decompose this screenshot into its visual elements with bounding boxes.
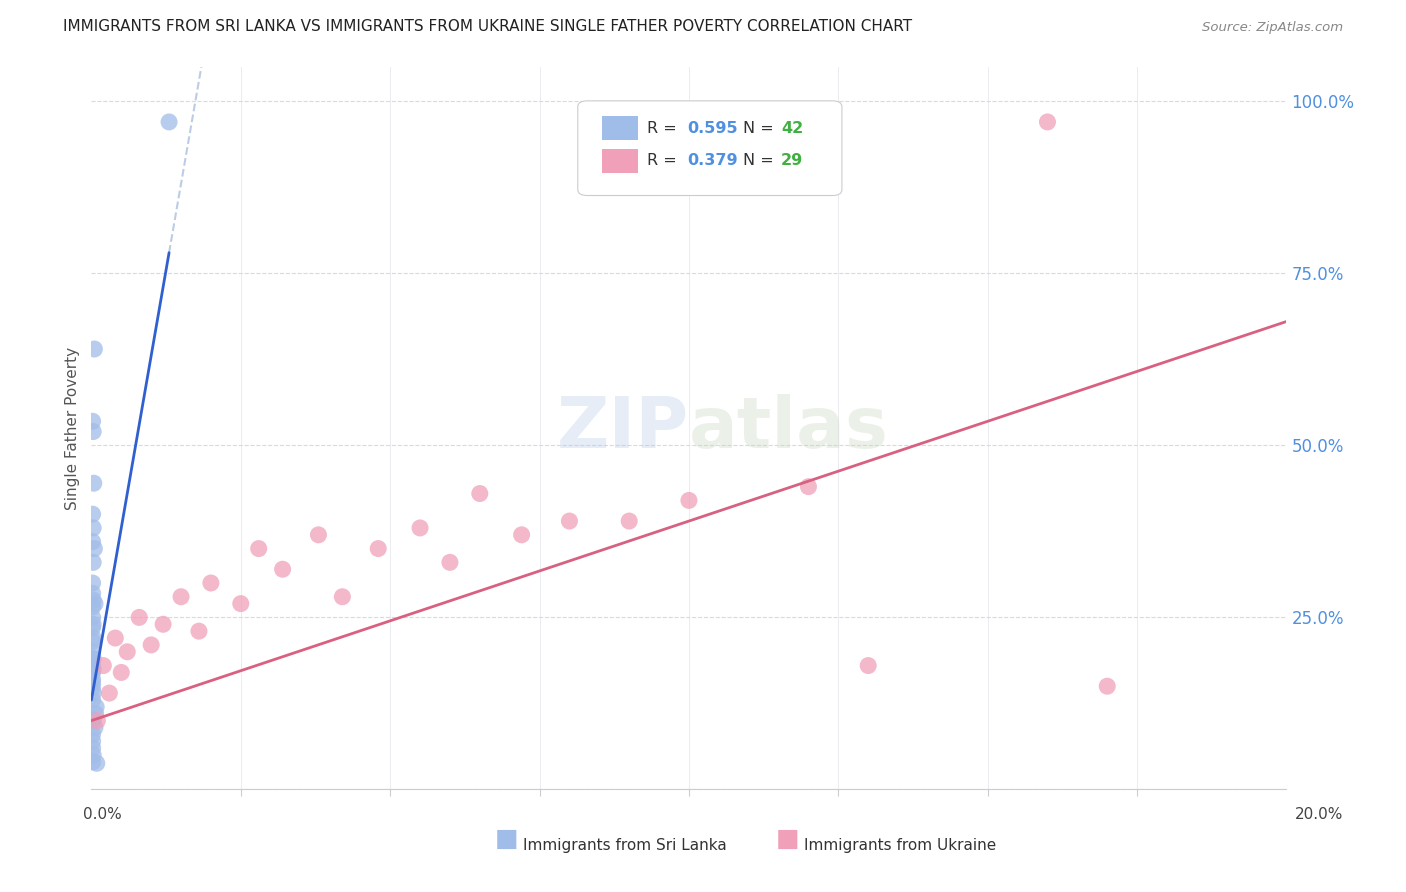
Text: 0.0%: 0.0% bbox=[83, 807, 122, 822]
Point bbox=[188, 624, 211, 639]
Point bbox=[83, 541, 105, 556]
Point bbox=[93, 658, 115, 673]
Point bbox=[200, 576, 222, 591]
Text: N =: N = bbox=[742, 153, 779, 169]
Bar bbox=[602, 149, 637, 173]
Point bbox=[82, 645, 104, 659]
Point bbox=[332, 590, 354, 604]
Point bbox=[83, 476, 105, 491]
Point bbox=[82, 673, 104, 687]
Text: 0.379: 0.379 bbox=[688, 153, 738, 169]
Point bbox=[82, 662, 104, 676]
Point bbox=[1097, 679, 1119, 693]
Point bbox=[82, 621, 104, 635]
Point bbox=[82, 741, 104, 756]
Text: Source: ZipAtlas.com: Source: ZipAtlas.com bbox=[1202, 21, 1343, 34]
Point bbox=[82, 712, 104, 726]
Point bbox=[82, 576, 104, 591]
Point bbox=[82, 686, 104, 700]
Point bbox=[858, 658, 880, 673]
Text: Immigrants from Ukraine: Immigrants from Ukraine bbox=[804, 838, 997, 853]
Point bbox=[82, 675, 104, 690]
Text: 0.595: 0.595 bbox=[688, 120, 738, 136]
Point bbox=[307, 528, 329, 542]
Point bbox=[82, 534, 104, 549]
Point bbox=[82, 681, 104, 695]
Point bbox=[82, 631, 104, 645]
Text: 20.0%: 20.0% bbox=[1295, 807, 1343, 822]
Point bbox=[157, 115, 180, 129]
Point bbox=[82, 610, 104, 624]
Text: 42: 42 bbox=[780, 120, 803, 136]
Text: IMMIGRANTS FROM SRI LANKA VS IMMIGRANTS FROM UKRAINE SINGLE FATHER POVERTY CORRE: IMMIGRANTS FROM SRI LANKA VS IMMIGRANTS … bbox=[63, 20, 912, 34]
Point bbox=[82, 727, 104, 741]
Text: atlas: atlas bbox=[689, 393, 889, 463]
Point bbox=[229, 597, 252, 611]
Point bbox=[82, 755, 104, 769]
Point bbox=[558, 514, 581, 528]
Point bbox=[1036, 115, 1059, 129]
Point bbox=[797, 480, 820, 494]
Point bbox=[86, 756, 108, 771]
Text: Immigrants from Sri Lanka: Immigrants from Sri Lanka bbox=[523, 838, 727, 853]
Point bbox=[82, 617, 104, 632]
Point bbox=[439, 555, 461, 569]
Text: ■: ■ bbox=[776, 827, 799, 851]
Point bbox=[115, 645, 138, 659]
Point bbox=[82, 747, 104, 762]
Point bbox=[82, 634, 104, 648]
Text: R =: R = bbox=[647, 153, 682, 169]
Point bbox=[141, 638, 163, 652]
Bar bbox=[602, 116, 637, 140]
Point bbox=[110, 665, 132, 680]
Point bbox=[271, 562, 294, 576]
Point bbox=[84, 721, 107, 735]
Point bbox=[84, 597, 107, 611]
Point bbox=[82, 651, 104, 665]
Text: ZIP: ZIP bbox=[557, 393, 689, 463]
Point bbox=[83, 342, 105, 356]
Text: 29: 29 bbox=[780, 153, 803, 169]
FancyBboxPatch shape bbox=[578, 101, 842, 195]
Point bbox=[86, 714, 108, 728]
Point bbox=[510, 528, 533, 542]
Point bbox=[152, 617, 174, 632]
Point bbox=[82, 521, 104, 535]
Point bbox=[619, 514, 641, 528]
Point bbox=[82, 555, 104, 569]
Point bbox=[678, 493, 700, 508]
Point bbox=[128, 610, 150, 624]
Point bbox=[84, 706, 107, 721]
Point bbox=[82, 600, 104, 615]
Point bbox=[82, 714, 104, 728]
Point bbox=[82, 414, 104, 428]
Text: R =: R = bbox=[647, 120, 682, 136]
Point bbox=[98, 686, 121, 700]
Point bbox=[82, 734, 104, 748]
Point bbox=[82, 651, 104, 665]
Point bbox=[82, 425, 104, 439]
Point bbox=[247, 541, 270, 556]
Point bbox=[104, 631, 127, 645]
Point bbox=[84, 699, 107, 714]
Point bbox=[82, 593, 104, 607]
Point bbox=[367, 541, 389, 556]
Point bbox=[82, 586, 104, 600]
Point bbox=[170, 590, 193, 604]
Point bbox=[468, 486, 491, 500]
Y-axis label: Single Father Poverty: Single Father Poverty bbox=[65, 347, 80, 509]
Point bbox=[82, 665, 104, 680]
Point bbox=[82, 693, 104, 707]
Point bbox=[82, 658, 104, 673]
Text: ■: ■ bbox=[495, 827, 517, 851]
Text: N =: N = bbox=[742, 120, 779, 136]
Point bbox=[409, 521, 432, 535]
Point bbox=[82, 507, 104, 521]
